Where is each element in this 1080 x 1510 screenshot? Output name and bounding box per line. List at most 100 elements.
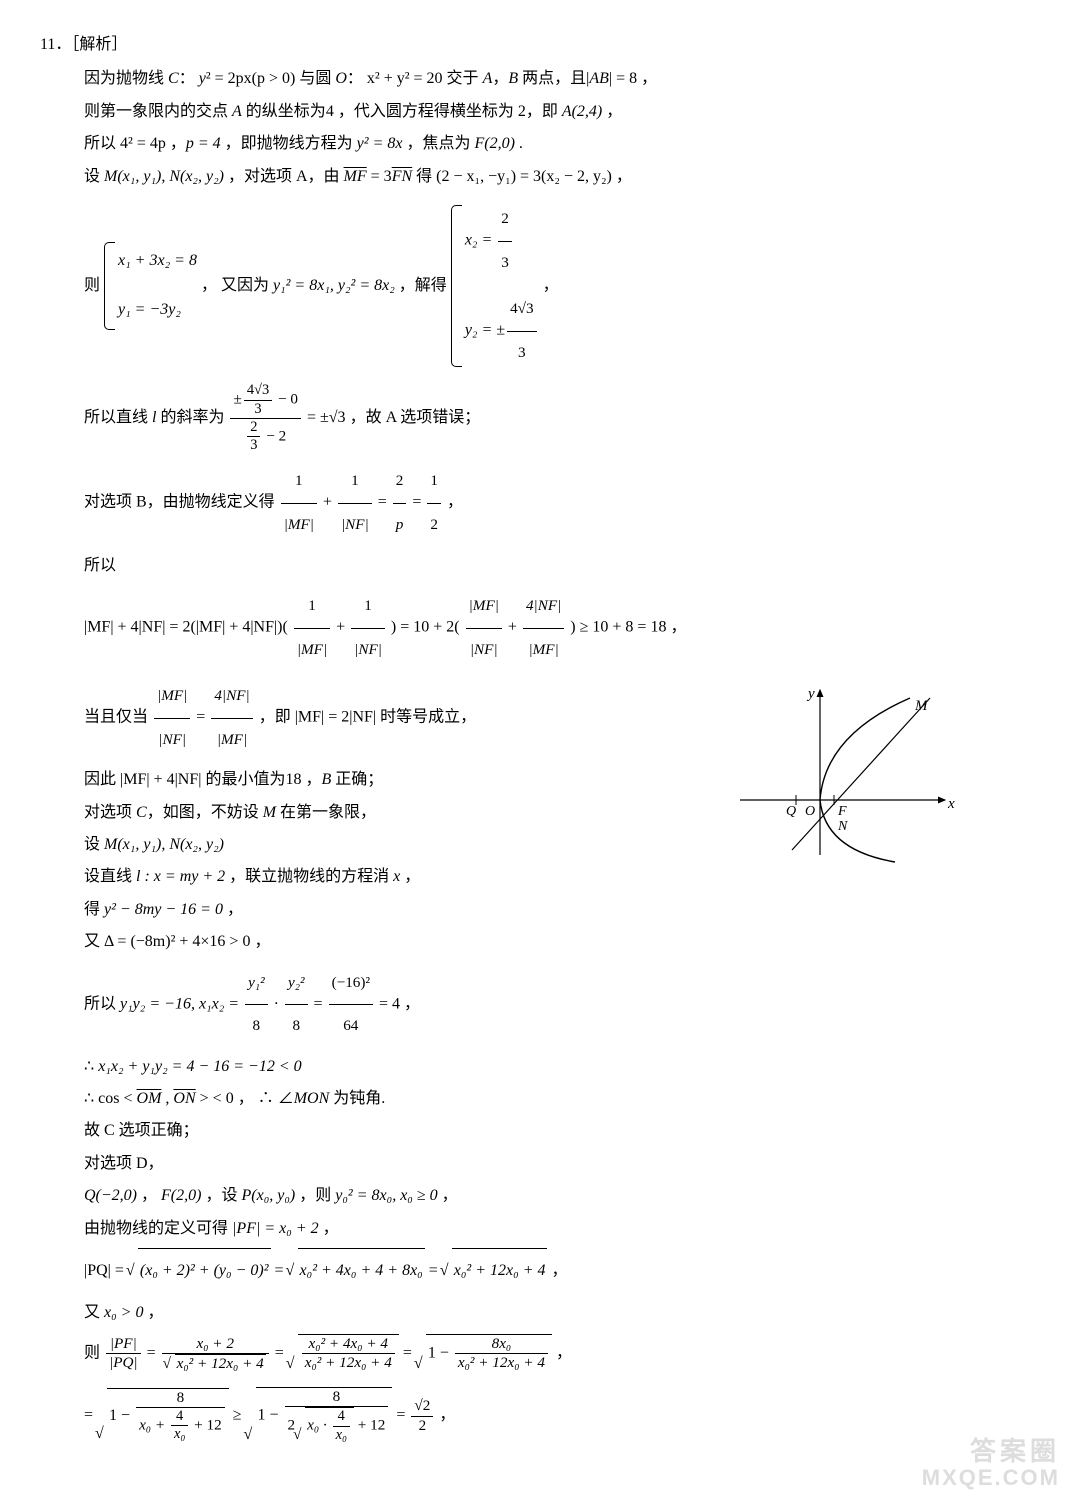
t: x₂ = [465,232,496,249]
t: MF [344,168,367,185]
t: ，代入圆方程得横坐标为 2，即 [334,103,562,120]
label-F: F [837,804,847,819]
t: = ±√3 [307,409,346,426]
t: y₁² = 8x₁, y₂² = 8x₂ [273,277,395,294]
line-22: Q(−2,0) ， F(2,0) ，设 P(x₀, y₀) ，则 y₀² = 8… [84,1181,1040,1211]
label-N: N [837,819,848,834]
t: . [515,135,523,152]
t: |NF| [466,629,502,672]
line-4: 设 M(x₁, y₁), N(x₂, y₂) ，对选项 A，由 MF = 3FN… [84,162,1040,192]
line-1: 因为抛物线 C： y² = 2px(p > 0) 与圆 O： x² + y² =… [84,64,1040,94]
t: 对选项 [84,804,136,821]
label-y: y [806,686,815,702]
t: 8 [136,1389,225,1408]
t: ， [400,868,420,885]
t: 1 [294,585,330,629]
t: x₀ [333,1427,350,1444]
t: 所以直线 [84,409,152,426]
t: ² = 2px(p > 0) [206,70,296,87]
system-2: x₂ = 23 y₂ = ±4√33 [451,196,539,376]
t: ，对选项 A，由 [224,168,344,185]
line-27: = 1 − 8 x₀ + 4x₀ + 12 ≥ 1 − 8 2x₀ · 4x₀ … [84,1387,1040,1444]
t: 因为抛物线 [84,70,168,87]
t: P(x₀, y₀) [241,1187,295,1204]
question-number: 11． [40,36,71,53]
line-5: 则 x₁ + 3x₂ = 8 y₁ = −3y₂ ， 又因为 y₁² = 8x₁… [84,196,1040,376]
slope-fraction: ±4√33 − 0 23 − 2 [230,382,300,454]
chord-line [792,698,930,850]
label-x: x [947,796,955,812]
label-M: M [914,698,929,714]
t: Δ = (−8m)² + 4×16 > 0 [104,933,250,950]
t: 则 [84,1345,104,1362]
t: ， [551,1262,567,1279]
t: y² − 8my − 16 = 0 [104,901,223,918]
t: 当且仅当 [84,709,152,726]
t: − 2 [262,427,286,444]
line-2: 则第一象限内的交点 A 的纵坐标为4 ，代入圆方程得横坐标为 2，即 A(2,4… [84,97,1040,127]
t: 8 [245,1005,268,1048]
t: ， [612,168,632,185]
t: C [136,804,147,821]
t: + 12 [190,1416,221,1433]
line-25: 又 x₀ > 0 ， [84,1298,1040,1328]
t: |PF| [106,1335,141,1354]
watermark-en: MXQE.COM [922,1466,1060,1490]
t: |MF| + 4|NF| = 2(|MF| + 4|NF|)( [84,619,288,636]
t: 1 − [428,1345,453,1362]
t: x₀ + [139,1416,169,1433]
t: M(x₁, y₁), N(x₂, y₂) [104,836,224,853]
t: ， 又因为 [201,277,273,294]
t: 1 [281,460,317,504]
t: 3 [247,437,260,454]
t: 4|NF| [523,585,564,629]
t: 的纵坐标为 [242,103,326,120]
t: 4 [326,103,334,120]
t: 得 [84,901,104,918]
t: ， [223,901,243,918]
t: ) ≥ 10 + 8 = 18 ， [570,619,686,636]
t: 的斜率为 [156,409,228,426]
t: (−16)² [329,962,373,1006]
t: = [314,995,327,1012]
t: ， [137,1187,161,1204]
t: 设 [84,836,104,853]
t: + 12 [354,1417,385,1434]
t: M [263,804,276,821]
t: = [84,1407,97,1424]
t: 又 [84,933,104,950]
t: 设直线 [84,868,136,885]
t: ，设 [201,1187,241,1204]
t: p = 4 [186,135,221,152]
t: y₁ = −3y₂ [118,286,197,335]
t: = [378,494,391,511]
t: 1 [351,585,385,629]
t: 则 [84,277,104,294]
t: |PQ| = [84,1262,128,1279]
t: ≥ [233,1407,246,1424]
t: 4² = 4p [120,135,166,152]
t: ) = 10 + 2( [391,619,460,636]
t: 设 [84,168,104,185]
t: (2 − x₁, −y₁) = 3(x₂ − 2, y₂) [436,168,612,185]
t: ，则 [295,1187,335,1204]
line-24: |PQ| = (x₀ + 2)² + (y₀ − 0)² = x₀² + 4x₀… [84,1248,1040,1294]
t: 3 [507,332,537,375]
t: |MF| [281,504,317,547]
t: · [274,995,283,1012]
t: y₀² = 8x₀, x₀ ≥ 0 [335,1187,437,1204]
t: + [336,619,349,636]
t: |PF| = x₀ + 2 [232,1220,319,1237]
t: 两点，且 [522,70,586,87]
t: 3 [498,242,512,285]
question-header: 11．［解析］ [40,30,1040,60]
t: C [168,70,179,87]
t: MON [294,1090,330,1107]
t: x₁ + 3x₂ = 8 [118,237,197,286]
line-20: 故 C 选项正确； [84,1116,1040,1146]
t: 1 − [258,1407,283,1424]
t: √2 [411,1397,433,1416]
t: 对选项 B，由抛物线定义得 [84,494,279,511]
t: 交于 [443,70,483,87]
t: |NF| [351,629,385,672]
